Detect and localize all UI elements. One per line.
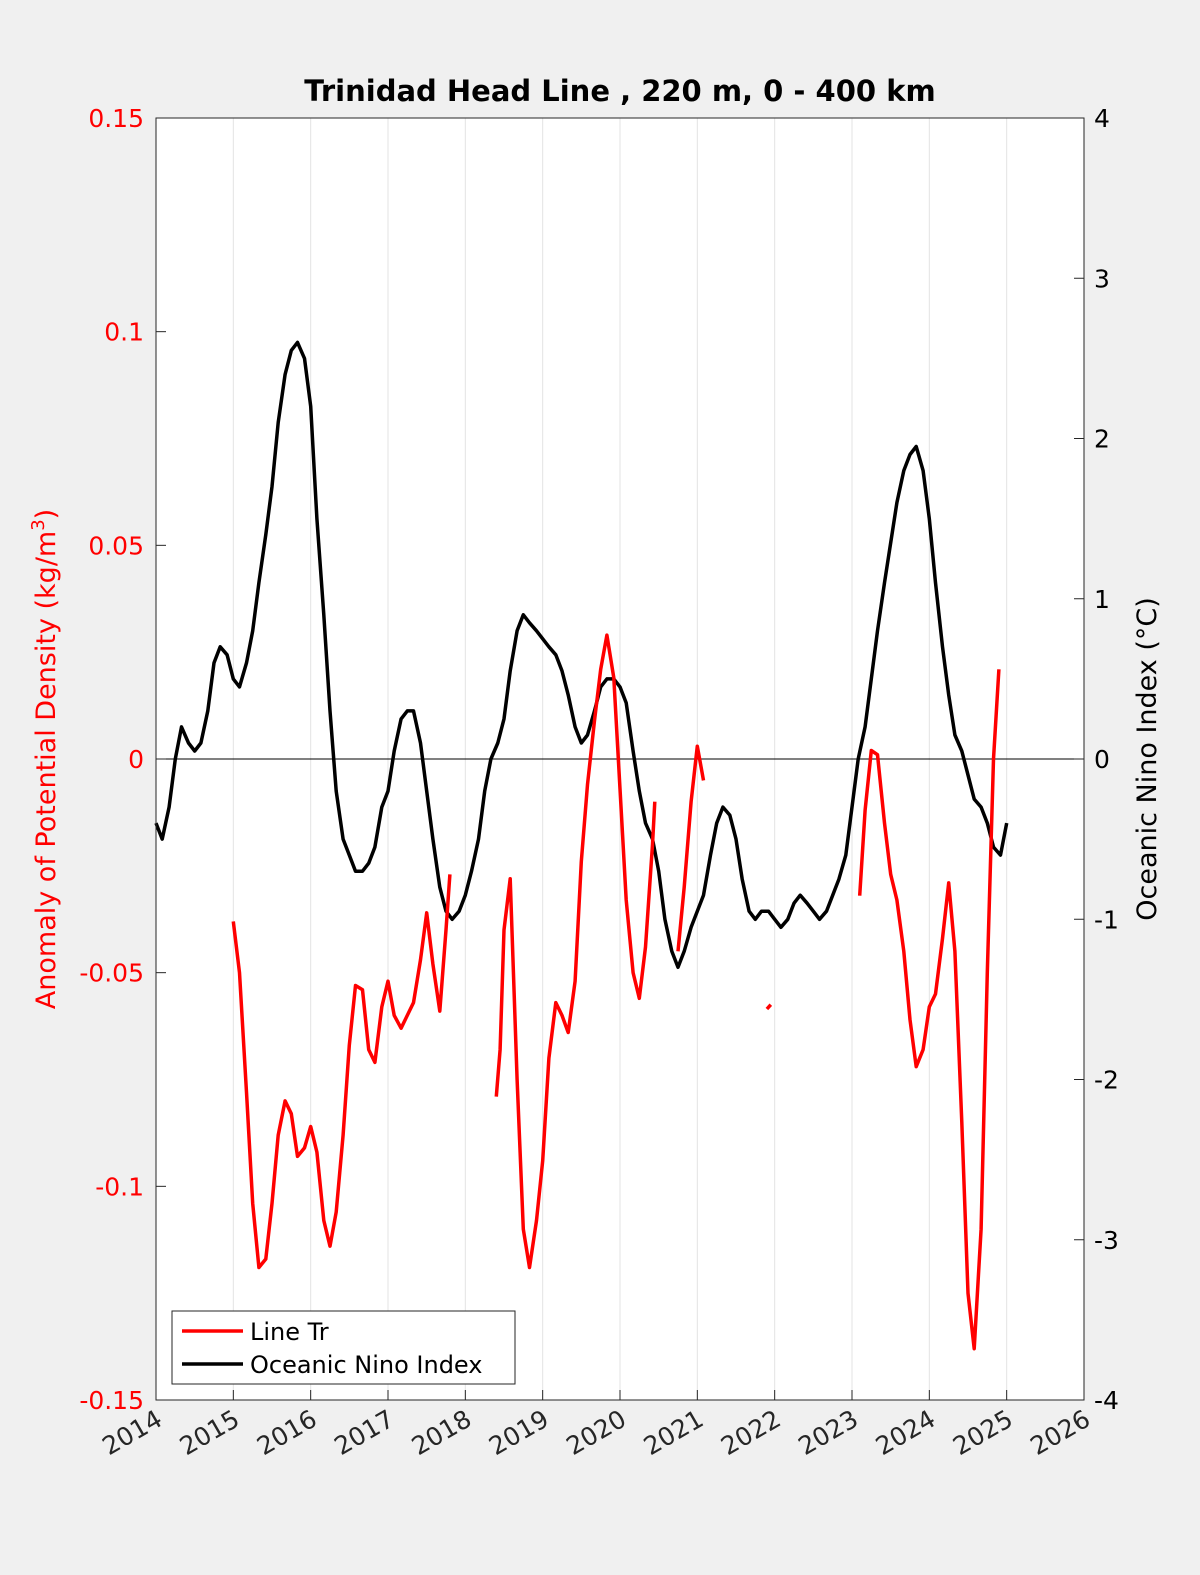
left-axis-label-main: Anomaly of Potential Density (kg/m bbox=[31, 531, 62, 1009]
series-line-line-tr-segment-0 bbox=[231, 874, 452, 1270]
right-y-tick-label: 1 bbox=[1094, 585, 1110, 614]
left-y-tick-label: 0.15 bbox=[88, 104, 144, 133]
left-axis-label-suffix: ) bbox=[31, 509, 62, 520]
legend-box bbox=[171, 1310, 516, 1385]
right-y-tick-label: -1 bbox=[1094, 905, 1119, 934]
right-y-tick-label: 4 bbox=[1094, 104, 1110, 133]
left-y-tick-label: 0 bbox=[128, 745, 144, 774]
series-line-line-tr-segment-2 bbox=[676, 744, 706, 952]
left-y-tick-label: -0.15 bbox=[79, 1386, 144, 1415]
series-line-oceanic-nino-index-segment-0 bbox=[154, 340, 1009, 970]
chart-title: Trinidad Head Line , 220 m, 0 - 400 km bbox=[304, 74, 935, 108]
right-y-tick-label: 2 bbox=[1094, 425, 1110, 454]
series-line-line-tr-segment-3 bbox=[765, 1003, 773, 1011]
right-y-tick-label: 0 bbox=[1094, 745, 1110, 774]
legend-label-line-tr: Line Tr bbox=[250, 1318, 329, 1346]
left-y-tick-label: 0.05 bbox=[88, 531, 144, 560]
series-line-line-tr-segment-1 bbox=[494, 633, 657, 1270]
left-y-tick-label: -0.05 bbox=[79, 959, 144, 988]
left-axis-label: Anomaly of Potential Density (kg/m3) bbox=[28, 509, 62, 1009]
left-y-tick-label: 0.1 bbox=[104, 318, 144, 347]
series-line-line-tr-segment-4 bbox=[857, 669, 1001, 1351]
right-y-tick-label: -4 bbox=[1094, 1386, 1119, 1415]
left-axis-label-sup: 3 bbox=[28, 519, 49, 530]
right-axis-label: Oceanic Nino Index (°C) bbox=[1132, 597, 1163, 921]
left-y-tick-label: -0.1 bbox=[95, 1172, 144, 1201]
series-layer bbox=[154, 340, 1009, 1351]
right-y-tick-label: -3 bbox=[1094, 1226, 1119, 1255]
legend: Line Tr Oceanic Nino Index bbox=[171, 1310, 516, 1385]
legend-label-oni: Oceanic Nino Index bbox=[250, 1351, 482, 1379]
right-y-tick-label: 3 bbox=[1094, 264, 1110, 293]
right-y-tick-label: -2 bbox=[1094, 1066, 1119, 1095]
